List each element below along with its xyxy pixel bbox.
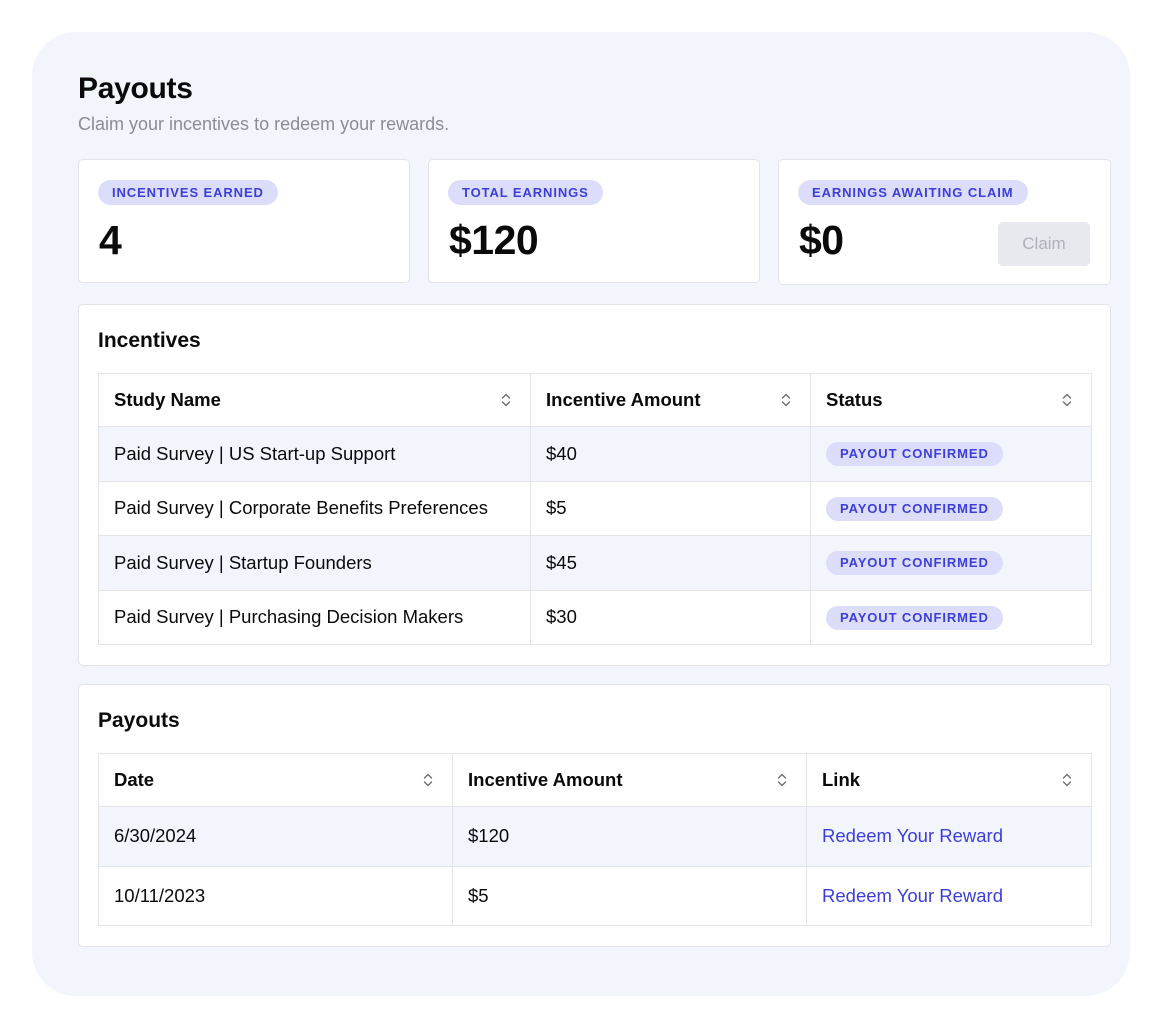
sort-icon[interactable] bbox=[1061, 772, 1073, 788]
stat-value: $120 bbox=[449, 217, 539, 263]
section-title: Payouts bbox=[98, 709, 180, 732]
status-badge: PAYOUT CONFIRMED bbox=[826, 442, 1003, 467]
column-header-label: Incentive Amount bbox=[468, 769, 623, 790]
incentive-amount-cell: $120 bbox=[452, 806, 807, 867]
table-row: Paid Survey | Corporate Benefits Prefere… bbox=[98, 480, 1092, 536]
column-header-label: Link bbox=[822, 769, 861, 790]
stat-card-earnings-awaiting-claim: EARNINGS AWAITING CLAIM $0 Claim bbox=[778, 159, 1111, 285]
stat-label: EARNINGS AWAITING CLAIM bbox=[798, 180, 1028, 205]
claim-button[interactable]: Claim bbox=[998, 222, 1090, 266]
table-row: 6/30/2024 $120 Redeem Your Reward bbox=[98, 806, 1092, 867]
incentives-section: Incentives Study Name Incentive Amount S… bbox=[78, 304, 1111, 666]
section-title: Incentives bbox=[98, 329, 201, 352]
sort-icon[interactable] bbox=[500, 392, 512, 408]
page-title: Payouts bbox=[78, 72, 193, 105]
incentive-amount-cell: $30 bbox=[530, 589, 811, 645]
column-header-status[interactable]: Status bbox=[810, 373, 1092, 427]
status-badge: PAYOUT CONFIRMED bbox=[826, 605, 1003, 630]
status-cell: PAYOUT CONFIRMED bbox=[810, 535, 1092, 591]
redeem-reward-link[interactable]: Redeem Your Reward bbox=[822, 825, 1003, 847]
table-header-row: Study Name Incentive Amount Status bbox=[98, 373, 1092, 427]
status-cell: PAYOUT CONFIRMED bbox=[810, 480, 1092, 536]
status-cell: PAYOUT CONFIRMED bbox=[810, 589, 1092, 645]
table-row: 10/11/2023 $5 Redeem Your Reward bbox=[98, 865, 1092, 926]
incentives-table: Study Name Incentive Amount Status Paid … bbox=[98, 373, 1092, 645]
sort-icon[interactable] bbox=[776, 772, 788, 788]
column-header-incentive-amount[interactable]: Incentive Amount bbox=[452, 753, 807, 807]
page-subtitle: Claim your incentives to redeem your rew… bbox=[78, 114, 450, 134]
sort-icon[interactable] bbox=[1061, 392, 1073, 408]
column-header-label: Study Name bbox=[114, 389, 221, 410]
status-badge: PAYOUT CONFIRMED bbox=[826, 551, 1003, 576]
incentive-amount-cell: $5 bbox=[530, 480, 811, 536]
incentive-amount-cell: $40 bbox=[530, 426, 811, 482]
column-header-label: Incentive Amount bbox=[546, 389, 701, 410]
table-row: Paid Survey | US Start-up Support $40 PA… bbox=[98, 426, 1092, 482]
link-cell: Redeem Your Reward bbox=[806, 806, 1092, 867]
incentive-amount-cell: $5 bbox=[452, 865, 807, 926]
date-cell: 10/11/2023 bbox=[98, 865, 453, 926]
column-header-label: Date bbox=[114, 769, 155, 790]
sort-icon[interactable] bbox=[422, 772, 434, 788]
study-name-cell: Paid Survey | Corporate Benefits Prefere… bbox=[98, 480, 531, 536]
stat-label: TOTAL EARNINGS bbox=[448, 180, 603, 205]
stat-label: INCENTIVES EARNED bbox=[98, 180, 278, 205]
stat-card-total-earnings: TOTAL EARNINGS $120 bbox=[428, 159, 760, 283]
payouts-section: Payouts Date Incentive Amount Link 6/30/… bbox=[78, 684, 1111, 947]
link-cell: Redeem Your Reward bbox=[806, 865, 1092, 926]
stat-card-incentives-earned: INCENTIVES EARNED 4 bbox=[78, 159, 410, 283]
column-header-incentive-amount[interactable]: Incentive Amount bbox=[530, 373, 811, 427]
table-header-row: Date Incentive Amount Link bbox=[98, 753, 1092, 807]
status-badge: PAYOUT CONFIRMED bbox=[826, 496, 1003, 521]
stat-value: $0 bbox=[799, 217, 844, 263]
column-header-date[interactable]: Date bbox=[98, 753, 453, 807]
column-header-link[interactable]: Link bbox=[806, 753, 1092, 807]
stat-value: 4 bbox=[99, 217, 122, 263]
column-header-label: Status bbox=[826, 389, 883, 410]
table-row: Paid Survey | Purchasing Decision Makers… bbox=[98, 589, 1092, 645]
study-name-cell: Paid Survey | Purchasing Decision Makers bbox=[98, 589, 531, 645]
incentive-amount-cell: $45 bbox=[530, 535, 811, 591]
sort-icon[interactable] bbox=[780, 392, 792, 408]
column-header-study-name[interactable]: Study Name bbox=[98, 373, 531, 427]
table-row: Paid Survey | Startup Founders $45 PAYOU… bbox=[98, 535, 1092, 591]
date-cell: 6/30/2024 bbox=[98, 806, 453, 867]
redeem-reward-link[interactable]: Redeem Your Reward bbox=[822, 884, 1003, 906]
status-cell: PAYOUT CONFIRMED bbox=[810, 426, 1092, 482]
payouts-table: Date Incentive Amount Link 6/30/2024 $12… bbox=[98, 753, 1092, 926]
study-name-cell: Paid Survey | Startup Founders bbox=[98, 535, 531, 591]
study-name-cell: Paid Survey | US Start-up Support bbox=[98, 426, 531, 482]
